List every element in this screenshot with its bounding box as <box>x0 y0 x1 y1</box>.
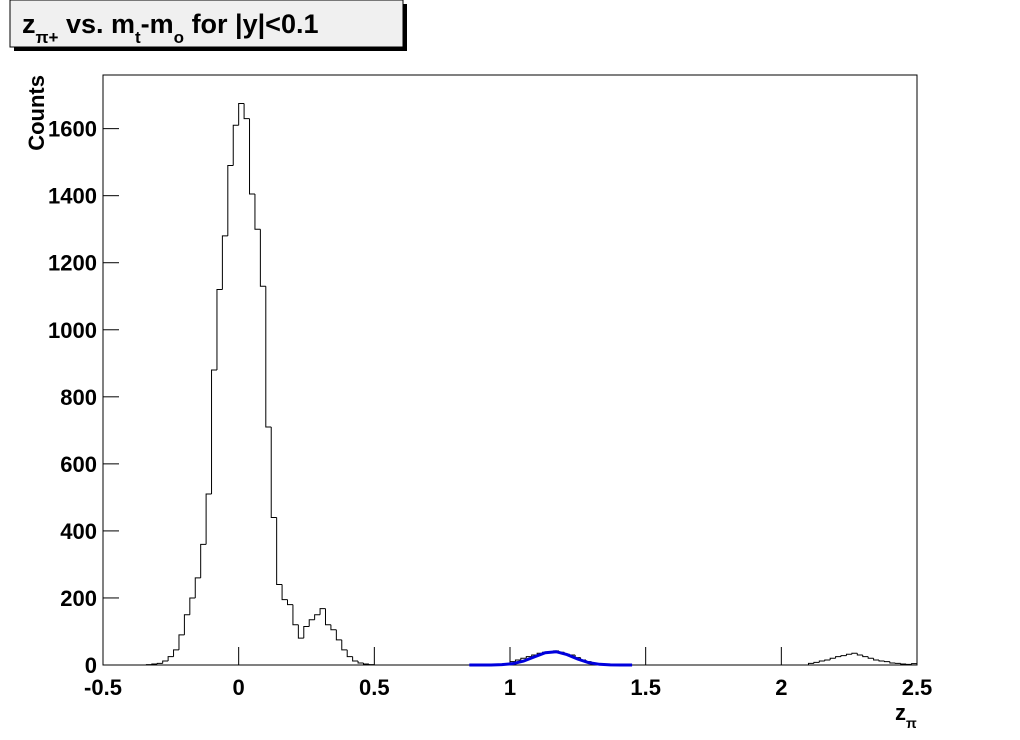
histogram-bin <box>151 663 158 665</box>
histogram-bin <box>835 656 842 659</box>
histogram-bin <box>840 655 847 657</box>
histogram-bin <box>335 629 342 641</box>
x-tick-label: 0 <box>233 675 245 700</box>
histogram-bin <box>520 657 527 660</box>
y-tick-label: 200 <box>60 586 97 611</box>
histogram-bin <box>851 652 858 655</box>
histogram-bin <box>900 663 907 665</box>
histogram-bin <box>824 659 831 661</box>
histogram-bin <box>341 639 348 651</box>
histogram-bin <box>194 577 201 598</box>
histogram-bin <box>162 660 169 664</box>
histogram-bin <box>889 661 896 664</box>
histogram-bin <box>346 649 353 658</box>
histogram-bin <box>807 662 814 665</box>
histogram-bin <box>324 608 331 626</box>
histogram-bin <box>211 369 217 495</box>
histogram-bin <box>249 118 255 195</box>
histogram-bin <box>514 659 521 662</box>
x-tick-label: 1.5 <box>630 675 661 700</box>
histogram-bin <box>873 658 880 661</box>
histogram-bin <box>173 649 179 657</box>
text-run: z <box>895 700 906 725</box>
histogram-bin <box>281 584 288 601</box>
histogram-bin <box>818 660 825 663</box>
histogram-bin <box>189 597 196 615</box>
histogram-bin <box>352 656 359 662</box>
subscript: t <box>135 28 141 47</box>
histogram-bin <box>292 604 299 626</box>
histogram-bin <box>183 614 190 635</box>
y-tick-label: 800 <box>60 385 97 410</box>
y-tick-label: 600 <box>60 452 97 477</box>
title-box <box>9 0 404 48</box>
histogram-bin <box>200 543 207 578</box>
histogram-bin <box>232 124 239 166</box>
y-tick-label: 400 <box>60 519 97 544</box>
y-tick-label: 1000 <box>48 318 97 343</box>
histogram-bin <box>221 235 228 290</box>
histogram-bin <box>303 625 310 639</box>
text-run: for |y|<0.1 <box>184 9 318 39</box>
histogram-bin <box>270 426 277 518</box>
histogram-bin <box>254 194 261 230</box>
x-tick-label: 1 <box>504 675 516 700</box>
histogram-bin <box>167 656 174 661</box>
histogram-bin <box>813 661 820 664</box>
y-tick-label: 1200 <box>48 251 97 276</box>
histogram-bin <box>297 624 304 639</box>
histogram-bin <box>259 229 266 287</box>
histogram-bin <box>314 614 321 620</box>
histogram-bin <box>362 662 369 665</box>
histogram-bin <box>368 663 375 666</box>
histogram-bin <box>205 493 212 545</box>
text-run: -m <box>141 9 174 39</box>
histogram-bin <box>357 660 364 664</box>
subscript: π+ <box>36 28 59 47</box>
y-tick-label: 1600 <box>48 117 97 142</box>
histogram-bin <box>862 654 869 658</box>
histogram-bin <box>878 659 885 662</box>
histogram-bin <box>243 103 250 120</box>
chart-title: zπ+ vs. mt-mo for |y|<0.1 <box>22 9 318 47</box>
text-run: z <box>22 9 36 39</box>
histogram-bin <box>911 663 918 665</box>
y-axis-label: Counts <box>24 75 49 151</box>
histogram-bin <box>856 653 863 656</box>
histogram-bin <box>845 653 852 656</box>
histogram-bin <box>238 102 245 126</box>
histogram-bin <box>287 599 293 606</box>
histogram-bin <box>829 657 836 660</box>
histogram-bin <box>227 165 234 236</box>
x-tick-label: 2.5 <box>902 675 933 700</box>
text-run: vs. m <box>58 9 135 39</box>
histogram-bin <box>156 662 163 664</box>
subscript: o <box>174 28 184 47</box>
histogram-bin <box>276 517 283 586</box>
histogram-bin <box>867 656 874 659</box>
histogram-bin <box>883 660 890 663</box>
x-tick-label: -0.5 <box>84 675 122 700</box>
histogram-bin <box>265 286 272 428</box>
subscript: π <box>906 715 917 731</box>
histogram-bin <box>330 624 337 631</box>
histogram-bin <box>178 634 185 650</box>
fit-curve <box>469 650 633 667</box>
histogram-bin <box>308 619 315 627</box>
histogram-bin <box>319 608 326 615</box>
y-tick-label: 0 <box>85 653 97 678</box>
x-tick-label: 0.5 <box>359 675 390 700</box>
y-tick-label: 1400 <box>48 184 97 209</box>
x-axis-label: zπ <box>895 700 917 731</box>
histogram-bin <box>216 289 223 370</box>
histogram-bin <box>525 656 532 659</box>
x-tick-label: 2 <box>775 675 787 700</box>
